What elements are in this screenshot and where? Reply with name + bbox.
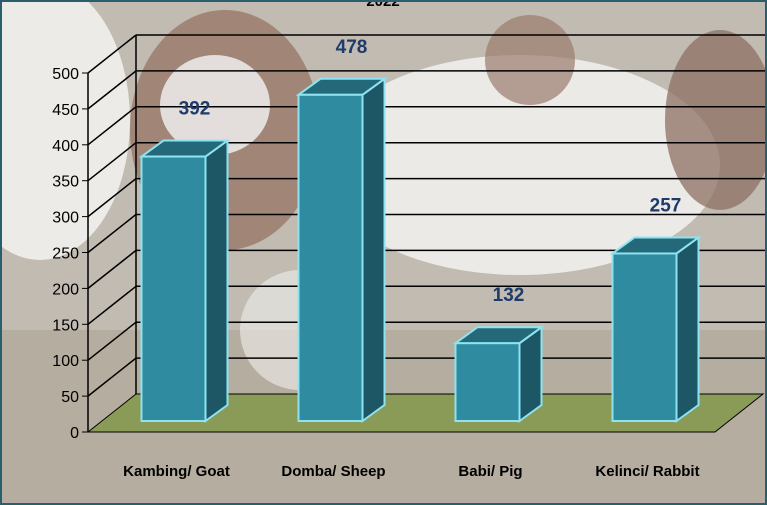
category-label: Kelinci/ Rabbit (595, 463, 699, 480)
floor (86, 393, 765, 433)
category-label: Domba/ Sheep (281, 463, 385, 480)
y-tick-label: 300 (52, 210, 79, 227)
gridline-depth (87, 142, 137, 182)
gridline-depth (87, 213, 137, 254)
bar-side (675, 235, 700, 423)
bar-side (361, 76, 386, 423)
value-label: 257 (650, 195, 682, 216)
chart-title-text: 2022 (366, 0, 399, 10)
y-axis: 0 50 100 150 200 250 300 350 400 450 500 (52, 35, 137, 442)
bar (454, 342, 521, 422)
gridline-depth (87, 70, 137, 110)
labels: 392 Kambing/ Goat 478 Domba/ Sheep 132 Babi/ … (123, 37, 699, 480)
gridline-depth (87, 34, 137, 74)
y-tick-label: 0 (70, 425, 79, 442)
bar (140, 155, 207, 422)
bar-side (204, 138, 229, 423)
y-tick-label: 350 (52, 174, 79, 191)
gridline-depth (87, 249, 137, 289)
category-label: Kambing/ Goat (123, 463, 230, 480)
gridline-depth (87, 357, 137, 397)
y-tick-label: 100 (52, 353, 79, 370)
gridline-depth (87, 285, 137, 325)
y-tick-label: 50 (61, 389, 79, 406)
y-tick-label: 200 (52, 281, 79, 298)
gridline-depth (87, 178, 137, 218)
y-tick-label: 150 (52, 317, 79, 334)
value-label: 392 (179, 99, 211, 120)
y-tick-label: 450 (52, 102, 79, 119)
y-tick-label: 500 (52, 66, 79, 83)
value-label: 132 (493, 285, 525, 306)
gridline-depth (87, 106, 137, 146)
bar (611, 252, 678, 422)
floor-plane (86, 393, 765, 433)
bar (297, 93, 364, 423)
bars (138, 76, 702, 423)
y-tick-label: 400 (52, 138, 79, 155)
category-label: Babi/ Pig (458, 463, 522, 480)
chart-title: 2022 (366, 0, 399, 10)
gridline-depth (87, 321, 137, 361)
y-tick-label: 250 (52, 246, 79, 263)
value-label: 478 (336, 37, 368, 58)
